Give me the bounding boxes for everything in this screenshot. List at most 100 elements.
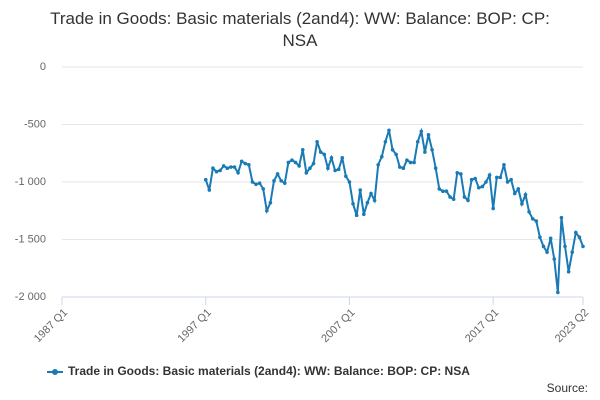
point bbox=[502, 162, 506, 167]
point bbox=[498, 175, 503, 180]
point bbox=[530, 217, 535, 221]
point bbox=[423, 150, 427, 154]
point bbox=[397, 165, 402, 169]
point bbox=[577, 235, 582, 239]
point bbox=[239, 159, 244, 164]
point bbox=[365, 200, 370, 205]
point bbox=[494, 175, 499, 180]
point bbox=[218, 168, 222, 173]
point bbox=[254, 182, 258, 187]
point bbox=[286, 160, 291, 165]
point bbox=[487, 173, 492, 177]
point bbox=[351, 202, 355, 206]
point bbox=[552, 257, 557, 261]
point bbox=[419, 129, 424, 134]
point bbox=[257, 181, 262, 185]
y-tick-label: 0 bbox=[40, 61, 46, 73]
point bbox=[556, 290, 560, 295]
point bbox=[387, 128, 391, 133]
point bbox=[336, 167, 341, 172]
point bbox=[505, 180, 510, 184]
point bbox=[545, 250, 549, 254]
point bbox=[369, 191, 373, 196]
point bbox=[570, 250, 575, 254]
point bbox=[459, 172, 463, 176]
point bbox=[329, 156, 334, 160]
x-tick-label: 2023 Q2 bbox=[553, 307, 591, 345]
point bbox=[441, 189, 445, 193]
point bbox=[265, 208, 269, 213]
point bbox=[390, 148, 395, 152]
point bbox=[326, 166, 330, 170]
point bbox=[247, 162, 251, 167]
point bbox=[455, 171, 460, 175]
point bbox=[484, 180, 488, 184]
point bbox=[358, 188, 363, 192]
point bbox=[563, 244, 567, 249]
point bbox=[203, 177, 208, 182]
point bbox=[268, 200, 273, 205]
point bbox=[527, 210, 531, 214]
x-tick-label: 1997 Q1 bbox=[176, 307, 214, 345]
point bbox=[466, 198, 470, 203]
point bbox=[315, 139, 319, 144]
point bbox=[469, 177, 474, 182]
point bbox=[408, 160, 413, 165]
point bbox=[433, 166, 438, 170]
point bbox=[426, 133, 431, 137]
point bbox=[379, 154, 384, 159]
point bbox=[300, 148, 305, 152]
point bbox=[566, 269, 571, 274]
point bbox=[412, 160, 416, 165]
point bbox=[520, 202, 524, 206]
legend-marker bbox=[52, 369, 58, 375]
point bbox=[293, 160, 298, 165]
y-tick-label: -1 500 bbox=[15, 233, 46, 245]
point bbox=[354, 213, 359, 218]
point bbox=[304, 171, 309, 175]
point bbox=[344, 174, 348, 179]
point bbox=[491, 206, 495, 211]
point bbox=[290, 158, 294, 162]
point bbox=[333, 168, 337, 173]
point bbox=[559, 215, 564, 220]
point bbox=[311, 161, 316, 166]
point bbox=[362, 212, 366, 216]
y-tick-label: -1 000 bbox=[15, 176, 46, 188]
point bbox=[548, 236, 553, 241]
point bbox=[462, 195, 467, 199]
point bbox=[279, 179, 283, 183]
point bbox=[322, 152, 327, 157]
point bbox=[394, 152, 398, 157]
point bbox=[581, 244, 585, 249]
point bbox=[214, 169, 219, 174]
point bbox=[297, 164, 301, 168]
point bbox=[221, 164, 226, 168]
point bbox=[250, 180, 255, 184]
point bbox=[401, 166, 406, 170]
point bbox=[480, 184, 485, 189]
point bbox=[261, 187, 266, 191]
point bbox=[415, 139, 420, 144]
point bbox=[340, 156, 345, 160]
point bbox=[473, 176, 478, 181]
point bbox=[451, 197, 456, 202]
point bbox=[430, 148, 434, 152]
point bbox=[538, 235, 542, 239]
point bbox=[347, 180, 352, 184]
point bbox=[207, 188, 212, 192]
point bbox=[225, 166, 230, 170]
legend-text: Trade in Goods: Basic materials (2and4):… bbox=[68, 364, 470, 378]
point bbox=[405, 158, 409, 162]
point bbox=[282, 181, 287, 185]
point bbox=[574, 230, 578, 235]
point bbox=[512, 191, 517, 196]
point bbox=[272, 179, 276, 183]
point bbox=[534, 219, 539, 223]
point bbox=[275, 172, 280, 176]
y-tick-label: -2 000 bbox=[15, 291, 46, 303]
chart-title: Trade in Goods: Basic materials (2and4):… bbox=[50, 9, 550, 50]
point bbox=[509, 177, 513, 182]
series-line bbox=[204, 127, 584, 293]
